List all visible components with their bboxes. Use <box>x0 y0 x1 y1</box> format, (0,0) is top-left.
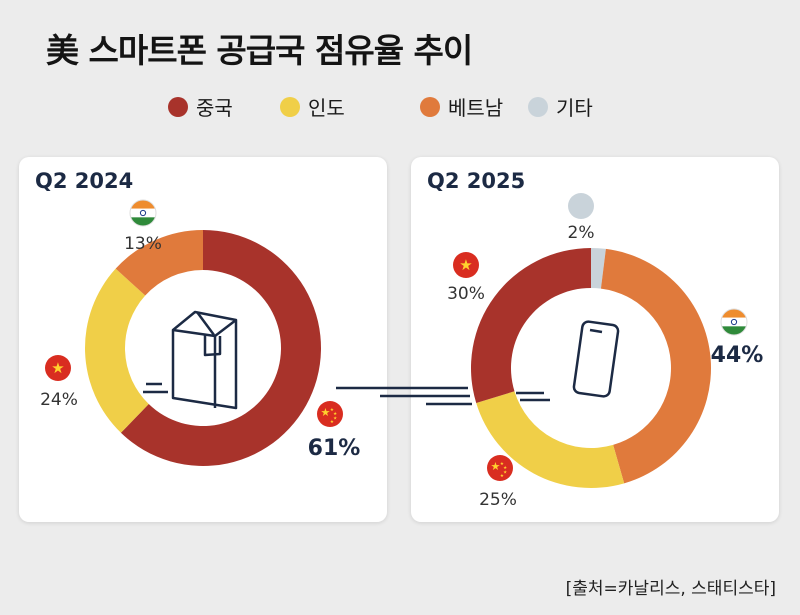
slice-label: 30% <box>447 284 485 304</box>
svg-text:★: ★ <box>333 416 337 422</box>
svg-text:★: ★ <box>503 465 507 471</box>
card-title: Q2 2025 <box>427 169 526 193</box>
slice-label: 44% <box>711 343 764 368</box>
legend-item-vietnam: 베트남 <box>420 92 503 121</box>
donut-slice-0-2 <box>115 230 203 296</box>
chart-title: 美 스마트폰 공급국 점유율 추이 <box>46 31 473 70</box>
card-title: Q2 2024 <box>35 169 134 193</box>
svg-text:★: ★ <box>330 419 334 425</box>
china-flag-icon: ★ ★★★★ <box>487 455 513 481</box>
svg-text:★: ★ <box>330 407 334 413</box>
gray-dot-icon <box>568 193 594 219</box>
svg-text:★: ★ <box>503 470 507 476</box>
smartphone-icon <box>516 320 620 402</box>
slice-label: 25% <box>479 490 517 510</box>
legend-item-other: 기타 <box>528 92 593 121</box>
india-flag-icon <box>720 308 748 336</box>
svg-text:★: ★ <box>490 460 500 473</box>
donut-slice-1-3 <box>471 248 591 403</box>
india-flag-icon <box>129 199 157 227</box>
legend-swatch <box>280 96 300 117</box>
svg-text:★: ★ <box>320 406 330 419</box>
slice-label: 61% <box>308 436 361 461</box>
svg-text:★: ★ <box>500 461 504 467</box>
slice-label: 24% <box>40 390 78 410</box>
slice-label: 13% <box>124 234 162 254</box>
legend-item-china: 중국 <box>168 92 233 121</box>
box-icon <box>143 310 238 410</box>
legend-item-india: 인도 <box>280 92 345 121</box>
legend-label: 베트남 <box>448 96 504 120</box>
legend-label: 중국 <box>196 96 233 120</box>
svg-text:★: ★ <box>459 256 472 274</box>
legend-swatch <box>528 96 548 117</box>
vietnam-flag-icon: ★ <box>453 252 479 278</box>
donut-slice-0-0 <box>120 230 321 466</box>
connector-lines <box>336 386 472 406</box>
vietnam-flag-icon: ★ <box>45 355 71 381</box>
donut-slice-1-2 <box>476 391 625 489</box>
legend-label: 기타 <box>556 96 593 120</box>
donut-slice-0-1 <box>84 268 149 433</box>
svg-text:★: ★ <box>333 411 337 417</box>
legend: 중국 인도 베트남 기타 <box>0 92 800 122</box>
slice-label: 2% <box>568 223 595 243</box>
donut-slice-1-1 <box>600 248 712 484</box>
legend-label: 인도 <box>308 96 345 120</box>
china-flag-icon: ★ ★★★★ <box>317 401 343 427</box>
legend-swatch <box>420 96 440 117</box>
source-note: [출처=카날리스, 스태티스타] <box>565 579 776 599</box>
svg-text:★: ★ <box>51 359 64 377</box>
legend-swatch <box>168 96 188 117</box>
svg-text:★: ★ <box>500 473 504 479</box>
donut-slice-1-0 <box>591 248 606 289</box>
